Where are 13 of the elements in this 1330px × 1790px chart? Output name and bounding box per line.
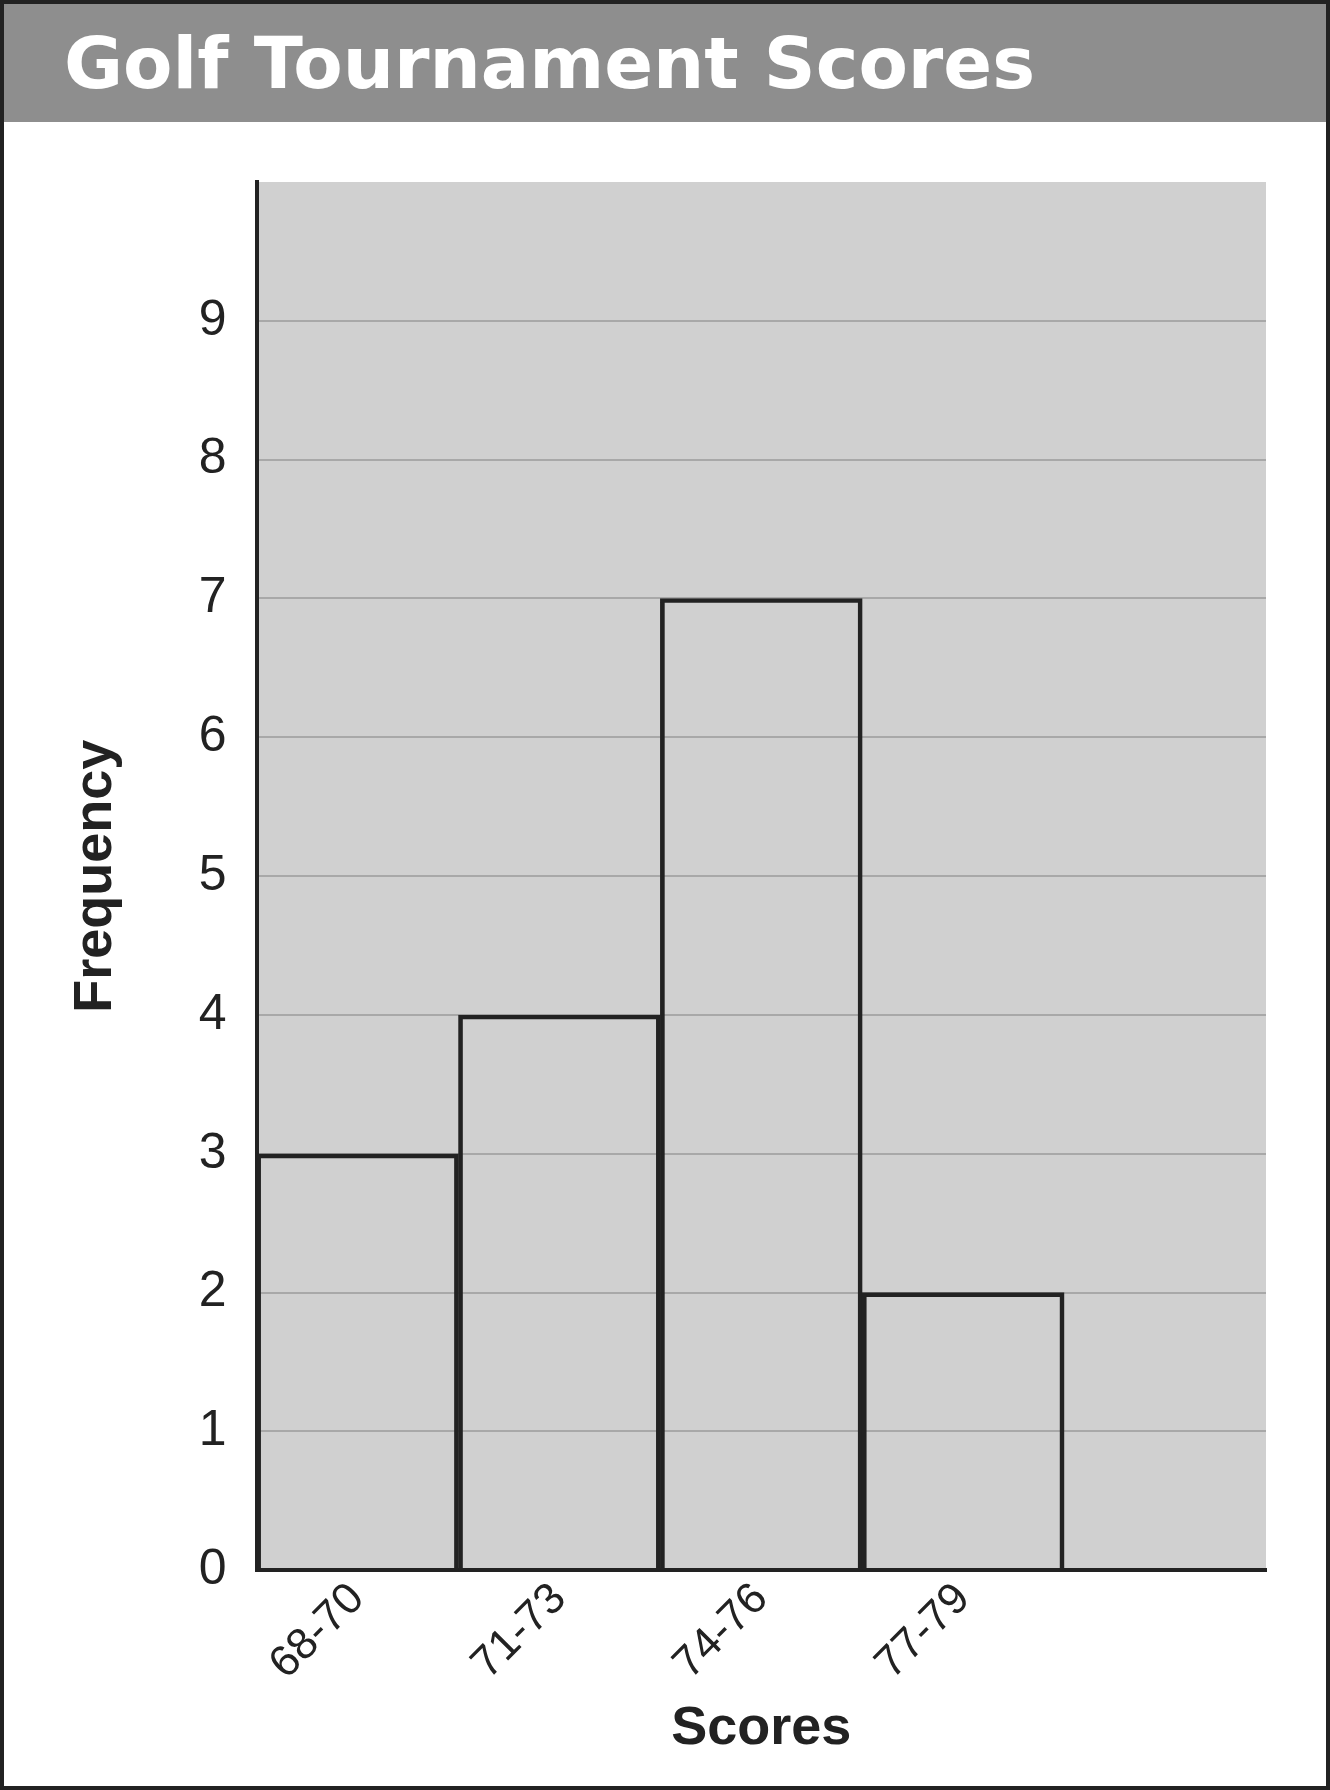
y-tick-label: 0 <box>198 1539 227 1596</box>
y-tick-label: 1 <box>198 1400 227 1457</box>
y-tick-label: 3 <box>198 1122 227 1179</box>
y-tick-label: 5 <box>198 844 227 901</box>
y-tick-label: 6 <box>198 706 227 763</box>
y-tick-label: 4 <box>198 983 227 1040</box>
chart-title: Golf Tournament Scores <box>4 4 1326 122</box>
y-axis-title: Frequency <box>62 739 123 1013</box>
x-axis-title: Scores <box>671 1695 852 1756</box>
y-tick-label: 9 <box>198 289 227 346</box>
y-tick-label: 2 <box>198 1261 227 1318</box>
y-tick-label: 8 <box>198 428 227 485</box>
y-tick-label: 7 <box>198 567 227 624</box>
